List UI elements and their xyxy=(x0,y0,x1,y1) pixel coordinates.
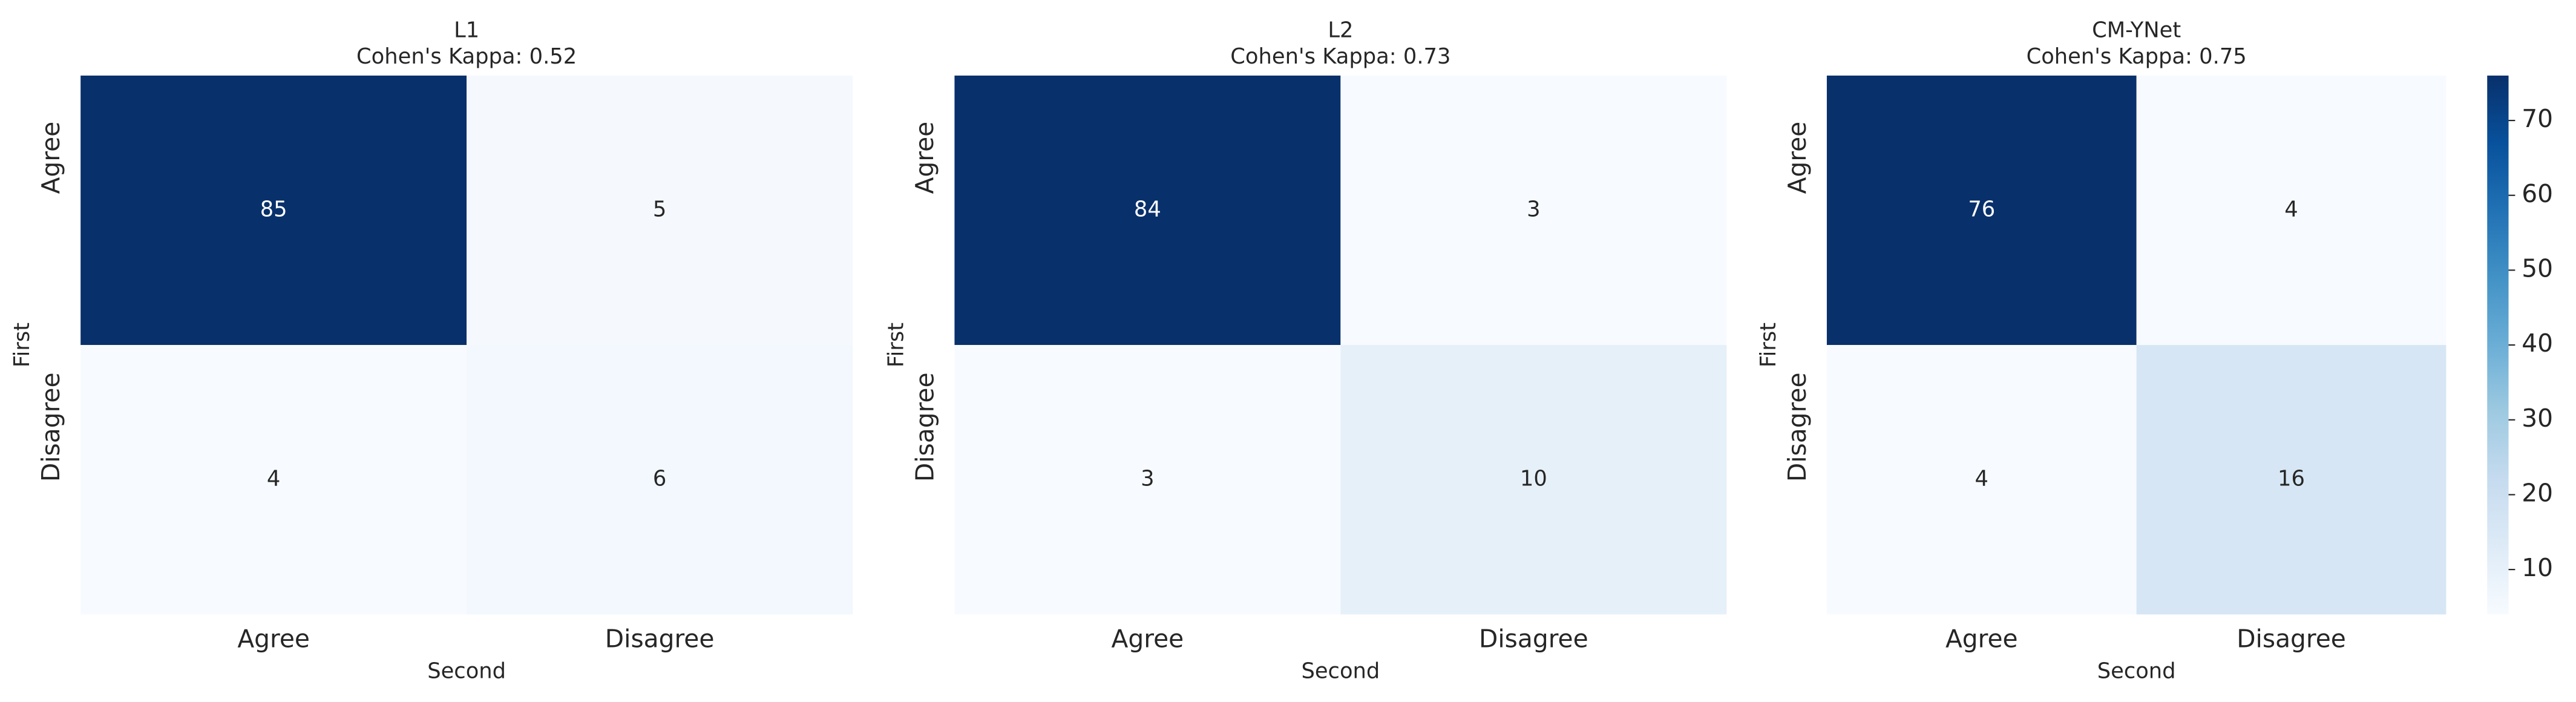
cell-label: 3 xyxy=(1527,197,1540,221)
heatmap-cell xyxy=(80,345,467,615)
cell-label: 10 xyxy=(1520,467,1547,491)
chart-subtitle: Cohen's Kappa: 0.75 xyxy=(2027,44,2247,69)
y-axis-label: First xyxy=(10,323,34,367)
chart-title: CM-YNet xyxy=(2092,18,2181,43)
colorbar-tick-label: 40 xyxy=(2522,329,2553,358)
cell-label: 76 xyxy=(1968,197,1995,221)
cell-label: 16 xyxy=(2278,467,2305,491)
x-axis-label: Second xyxy=(1301,658,1380,683)
heatmap-cell xyxy=(1340,345,1727,615)
chart-title: L1 xyxy=(454,18,479,43)
y-tick-label: Disagree xyxy=(910,373,939,482)
heatmap-cell xyxy=(1340,75,1727,346)
heatmap-cell xyxy=(954,345,1341,615)
y-tick-label: Agree xyxy=(36,122,65,194)
y-tick-label: Agree xyxy=(1783,122,1812,194)
cell-label: 4 xyxy=(267,467,280,491)
cell-label: 4 xyxy=(2284,197,2298,221)
heatmap-cell xyxy=(2136,75,2447,346)
colorbar-tick-label: 60 xyxy=(2522,179,2553,208)
colorbar-tick-label: 20 xyxy=(2522,478,2553,507)
x-tick-label: Agree xyxy=(1112,625,1184,654)
cell-label: 4 xyxy=(1975,467,1988,491)
x-axis-label: Second xyxy=(2097,658,2176,683)
chart-subtitle: Cohen's Kappa: 0.73 xyxy=(1230,44,1450,69)
heatmap-cell xyxy=(467,345,853,615)
heatmap-cell xyxy=(954,75,1341,346)
x-tick-label: Disagree xyxy=(1479,625,1588,654)
chart-title: L2 xyxy=(1328,18,1353,43)
cell-label: 85 xyxy=(260,197,287,221)
y-axis-label: First xyxy=(883,323,908,367)
y-tick-label: Disagree xyxy=(36,373,65,482)
colorbar-tick-label: 30 xyxy=(2522,404,2553,433)
heatmap-cell xyxy=(1826,75,2137,346)
y-tick-label: Disagree xyxy=(1783,373,1812,482)
heatmap-cell xyxy=(80,75,467,346)
heatmap-cell xyxy=(2136,345,2447,615)
cell-label: 6 xyxy=(653,467,666,491)
heatmap-cell xyxy=(467,75,853,346)
cell-label: 5 xyxy=(653,197,666,221)
cell-label: 84 xyxy=(1134,197,1161,221)
colorbar-tick-label: 70 xyxy=(2522,104,2553,133)
x-tick-label: Agree xyxy=(237,625,310,654)
y-axis-label: First xyxy=(1756,323,1781,367)
colorbar-tick-label: 10 xyxy=(2522,553,2553,582)
heatmap-cell xyxy=(1826,345,2137,615)
x-tick-label: Agree xyxy=(1945,625,2018,654)
cell-label: 3 xyxy=(1141,467,1154,491)
y-tick-label: Agree xyxy=(910,122,939,194)
chart-subtitle: Cohen's Kappa: 0.52 xyxy=(356,44,577,69)
x-axis-label: Second xyxy=(427,658,506,683)
colorbar-tick-label: 50 xyxy=(2522,254,2553,283)
x-tick-label: Disagree xyxy=(605,625,715,654)
colorbar xyxy=(2487,75,2509,615)
x-tick-label: Disagree xyxy=(2237,625,2346,654)
